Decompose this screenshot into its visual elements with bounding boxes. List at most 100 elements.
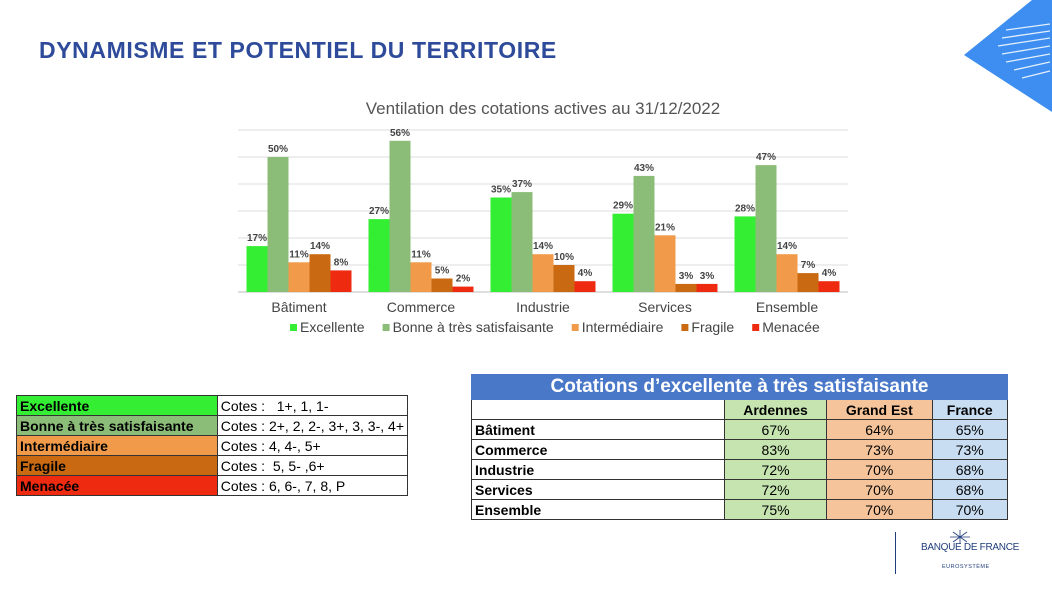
data-label: 29%	[613, 201, 633, 212]
data-label: 28%	[735, 203, 755, 214]
value-france: 68%	[931, 459, 1008, 480]
value-grand-est: 70%	[826, 479, 933, 500]
data-label: 47%	[756, 152, 776, 163]
legend-swatch	[290, 324, 297, 331]
value-grand-est: 70%	[826, 499, 933, 520]
value-ardennes: 67%	[723, 419, 828, 440]
bar	[755, 165, 777, 292]
legend-cotes: Cotes : 6, 6-, 7, 8, P	[216, 475, 409, 496]
bar	[452, 286, 474, 292]
header-ardennes: Ardennes	[723, 399, 828, 420]
value-ardennes: 72%	[723, 459, 828, 480]
table-row: Services 72% 70% 68%	[471, 479, 1008, 500]
header-empty	[471, 399, 725, 420]
data-label: 7%	[801, 260, 816, 271]
legend-table-row: Excellente Cotes : 1+, 1, 1-	[16, 395, 409, 416]
bar	[410, 262, 432, 292]
bar	[330, 270, 352, 292]
bar	[654, 235, 676, 292]
legend-swatch	[681, 324, 689, 331]
banque-de-france-logo: BANQUE DE FRANCE EUROSYSTÈME	[895, 530, 1019, 575]
value-ardennes: 83%	[723, 439, 828, 460]
bar	[389, 140, 411, 292]
sector-name: Services	[471, 479, 725, 500]
legend-swatch	[382, 324, 390, 331]
legend-cotes: Cotes : 4, 4-, 5+	[216, 435, 409, 456]
legend-label: Menacée	[762, 319, 820, 335]
data-label: 5%	[435, 266, 450, 277]
bar-chart: Ventilation des cotations actives au 31/…	[238, 99, 848, 335]
category-labels: Bâtiment Commerce Industrie Services Ensembl…	[271, 299, 818, 315]
ratings-table-title: Cotations d’excellente à très satisfaisa…	[471, 374, 1008, 400]
data-label: 14%	[533, 241, 553, 252]
table-row: Industrie 72% 70% 68%	[471, 459, 1008, 480]
legend-label: Excellente	[300, 319, 365, 335]
legend-category: Menacée	[16, 475, 218, 496]
header-grand-est: Grand Est	[826, 399, 933, 420]
category-label: Commerce	[387, 299, 456, 315]
bar	[696, 283, 718, 292]
value-ardennes: 75%	[723, 499, 828, 520]
data-label: 14%	[777, 241, 797, 252]
data-label: 50%	[268, 144, 288, 155]
bar	[431, 278, 453, 292]
sector-name: Ensemble	[471, 499, 725, 520]
bar	[288, 262, 310, 292]
legend-table-row: Bonne à très satisfaisante Cotes : 2+, 2,…	[16, 415, 409, 436]
value-france: 73%	[931, 439, 1008, 460]
data-labels: 17%50%11%14%8%27%56%11%5%2%35% 37%14%10%4…	[247, 128, 836, 285]
page-title: DYNAMISME ET POTENTIEL DU TERRITOIRE	[39, 37, 557, 63]
value-france: 68%	[931, 479, 1008, 500]
value-grand-est: 70%	[826, 459, 933, 480]
legend-label: Intermédiaire	[582, 319, 664, 335]
ratings-table: Cotations d’excellente à très satisfaisa…	[471, 374, 1008, 520]
legend-label: Fragile	[691, 319, 734, 335]
bar	[511, 192, 533, 292]
data-label: 4%	[578, 268, 593, 279]
value-ardennes: 72%	[723, 479, 828, 500]
sector-name: Industrie	[471, 459, 725, 480]
legend-item: Excellente	[290, 319, 365, 335]
legend-cotes: Cotes : 5, 5- ,6+	[216, 455, 409, 476]
category-label: Industrie	[516, 299, 570, 315]
rating-legend-table: Excellente Cotes : 1+, 1, 1- Bonne à très …	[16, 395, 409, 496]
legend-label: Bonne à très satisfaisante	[393, 319, 554, 335]
legend-category: Intermédiaire	[16, 435, 218, 456]
legend-item: Intermédiaire	[571, 319, 664, 335]
bar	[818, 281, 840, 292]
data-label: 17%	[247, 233, 267, 244]
data-label: 3%	[700, 271, 715, 282]
table-row: Bâtiment 67% 64% 65%	[471, 419, 1008, 440]
data-label: 21%	[655, 222, 675, 233]
logo-subtitle: EUROSYSTÈME	[942, 564, 990, 570]
bar	[368, 219, 390, 292]
chart-legend: Excellente Bonne à très satisfaisante Inte…	[290, 319, 820, 335]
logo-star-icon	[950, 530, 970, 544]
data-label: 27%	[369, 206, 389, 217]
data-label: 56%	[390, 128, 410, 139]
legend-swatch	[752, 324, 760, 331]
data-label: 8%	[334, 257, 349, 268]
category-label: Services	[638, 299, 692, 315]
bar	[776, 254, 798, 292]
corner-stripes-icon	[964, 0, 1052, 112]
data-label: 2%	[456, 274, 471, 285]
bar	[612, 213, 634, 292]
legend-item: Bonne à très satisfaisante	[382, 319, 554, 335]
sector-name: Commerce	[471, 439, 725, 460]
legend-table-row: Fragile Cotes : 5, 5- ,6+	[16, 455, 409, 476]
data-label: 14%	[310, 241, 330, 252]
bar	[675, 283, 697, 292]
bar	[267, 157, 289, 292]
legend-cotes: Cotes : 1+, 1, 1-	[216, 395, 409, 416]
value-grand-est: 73%	[826, 439, 933, 460]
data-label: 4%	[822, 268, 837, 279]
bar	[490, 197, 512, 292]
data-label: 11%	[289, 249, 309, 260]
legend-table-row: Intermédiaire Cotes : 4, 4-, 5+	[16, 435, 409, 456]
bar	[309, 254, 331, 292]
legend-cotes: Cotes : 2+, 2, 2-, 3+, 3, 3-, 4+	[216, 415, 409, 436]
bars	[246, 140, 840, 292]
sector-name: Bâtiment	[471, 419, 725, 440]
bar	[553, 265, 575, 292]
